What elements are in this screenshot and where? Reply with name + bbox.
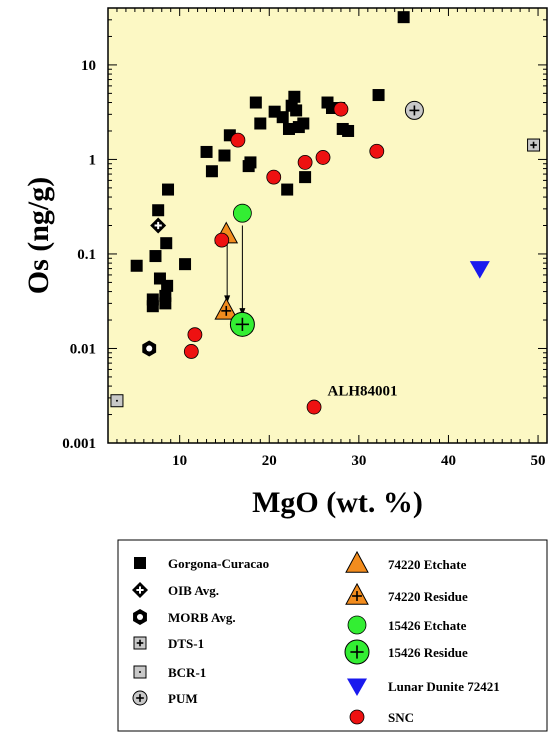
data-point [214,232,230,248]
data-point [160,237,173,250]
data-point [152,204,165,217]
data-point [266,169,282,185]
legend [117,539,548,732]
series-lunar-dunite-72421 [469,261,490,279]
data-point [229,311,255,337]
series-dts-1 [527,138,541,152]
legend-label: 15426 Residue [388,645,468,660]
data-point [315,150,331,165]
legend-label: 15426 Etchate [388,618,467,633]
legend-entries: Gorgona-Curacao OIB Avg. MORB Avg. DTS-1 BCR… [132,550,500,725]
data-point [149,250,162,263]
data-point [183,344,199,359]
data-point [288,90,301,103]
data-point [254,117,267,130]
legend-label: BCR-1 [168,665,206,680]
legend-label: OIB Avg. [168,583,219,598]
legend-item-oib-avg-: OIB Avg. [132,582,219,598]
legend-label: Lunar Dunite 72421 [388,679,500,694]
y-tick-label: 10 [81,58,96,74]
data-point [232,203,252,223]
legend-label: MORB Avg. [168,610,236,625]
series-bcr-1 [110,394,124,408]
arrows [224,225,246,317]
series-pum [404,100,424,120]
data-point [146,300,159,313]
x-tick-label: 50 [531,453,546,469]
data-point [214,297,239,320]
x-axis-title: MgO (wt. %) [252,486,423,519]
legend-label: PUM [168,691,198,706]
legend-item-pum: PUM [132,690,198,706]
data-point [276,111,289,124]
y-tick-label: 0.01 [70,341,96,357]
y-tick-label: 0.1 [77,247,96,263]
data-point [404,100,424,120]
series-oib-avg- [150,217,167,234]
legend-item-15426-etchate: 15426 Etchate [347,615,467,635]
legend-item-dts-1: DTS-1 [133,636,204,651]
legend-item-gorgona-curacao: Gorgona-Curacao [134,556,269,571]
x-tick-label: 20 [262,453,277,469]
x-tick-label: 40 [441,453,456,469]
data-point [150,217,167,234]
data-point [282,122,295,135]
y-tick-label: 0.001 [62,436,96,452]
data-point [187,327,203,343]
data-point [218,149,231,162]
data-point [369,143,385,159]
axes: 10 20 30 40 50 0.001 0.01 0.1 1 10 [62,7,548,469]
legend-item-bcr-1: BCR-1 [133,665,206,680]
x-tick-label: 30 [351,453,366,469]
data-point [299,171,312,184]
data-point [200,145,213,158]
series-15426-etchate [232,203,252,223]
data-point [306,399,322,415]
data-point [142,340,157,357]
annotations: ALH84001 [328,383,398,399]
data-point [342,124,355,137]
y-axis-title: Os (ng/g) [22,177,55,295]
legend-item-morb-avg-: MORB Avg. [133,609,236,625]
data-point [469,261,490,279]
series-15426-residue [229,311,255,337]
data-point [130,259,143,272]
legend-label: DTS-1 [168,636,204,651]
data-point [179,258,192,271]
series-74220-residue [214,297,239,320]
series-morb-avg- [142,340,157,357]
data-point [161,279,174,292]
y-tick-label: 1 [89,152,97,168]
legend-item-15426-residue: 15426 Residue [344,639,468,665]
data-point [159,289,172,302]
legend-item-74220-etchate: 74220 Etchate [345,550,467,573]
legend-item-snc: SNC [349,709,414,725]
legend-label: Gorgona-Curacao [168,556,269,571]
series-snc [183,101,385,415]
legend-label: 74220 Etchate [388,557,467,572]
data-point [110,394,124,408]
data-point [249,96,262,109]
data-point [333,101,349,117]
plot-area [107,7,548,444]
legend-label: SNC [388,710,414,725]
data-points [110,11,541,415]
x-tick-label: 10 [172,453,187,469]
legend-item-lunar-dunite-72421: Lunar Dunite 72421 [347,678,500,696]
data-point [372,89,385,102]
data-point [244,156,257,169]
legend-item-74220-residue: 74220 Residue [345,582,468,605]
data-point [290,104,303,117]
data-point [205,165,218,178]
data-point [397,11,410,24]
legend-label: 74220 Residue [388,589,468,604]
data-point [527,138,541,152]
annotation-label: ALH84001 [328,383,398,399]
data-point [230,132,246,148]
data-point [162,183,175,196]
data-point [281,183,294,196]
data-point [297,117,310,130]
data-point [297,155,313,170]
